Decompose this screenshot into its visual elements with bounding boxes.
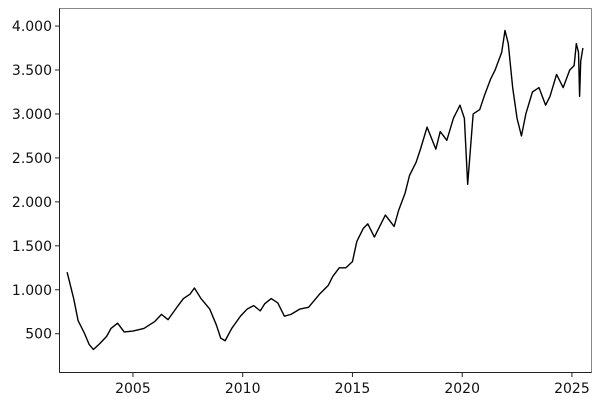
x-tick-label: 2025 [554, 381, 590, 397]
y-tick-label: 4.000 [12, 19, 52, 35]
y-tick-label: 1.000 [12, 283, 52, 299]
y-tick-label: 2.500 [12, 151, 52, 167]
y-tick-label: 1.500 [12, 239, 52, 255]
x-tick-label: 2005 [115, 381, 151, 397]
x-tick-label: 2020 [444, 381, 480, 397]
y-tick-label: 3.500 [12, 63, 52, 79]
y-tick-label: 3.000 [12, 107, 52, 123]
y-tick-label: 500 [25, 327, 52, 343]
series-group [66, 29, 584, 351]
y-tick-label: 2.000 [12, 195, 52, 211]
y-axis-ticks: 500 1.000 1.500 2.000 2.500 3.000 3.500 4.000 [12, 19, 60, 343]
series-line [66, 29, 584, 351]
x-tick-label: 2015 [335, 381, 371, 397]
x-tick-label: 2010 [225, 381, 261, 397]
x-axis-ticks: 2005 2010 2015 2020 2025 [115, 372, 590, 397]
plot-frame [59, 8, 592, 373]
